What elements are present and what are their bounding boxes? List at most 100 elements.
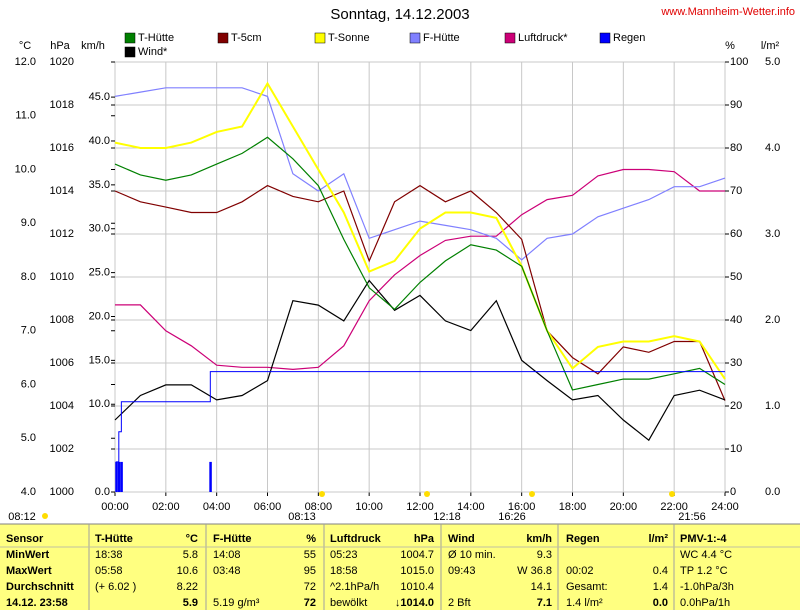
time-annotation: 08:12 (8, 511, 36, 523)
table-header-unit: % (306, 533, 316, 545)
y-tick-label: 2.0 (765, 314, 780, 326)
legend-swatch (124, 46, 136, 58)
axis-unit: hPa (50, 40, 70, 52)
table-cell-value: 1010.4 (400, 581, 434, 593)
table-cell-value: 8.22 (177, 581, 198, 593)
x-tick-label: 14:00 (457, 501, 485, 513)
table-cell-value: 9.3 (537, 549, 552, 561)
y-tick-label: 0.0 (765, 486, 780, 498)
table-cell-value: 72 (304, 597, 316, 609)
table-header: Regen (566, 533, 600, 545)
x-tick-label: 24:00 (711, 501, 739, 513)
x-tick-label: 00:00 (101, 501, 129, 513)
table-cell-label: 18:38 (95, 549, 123, 561)
y-tick-label: 4.0 (765, 142, 780, 154)
table-cell-label: bewölkt (330, 597, 367, 609)
table-cell-label: 00:02 (566, 565, 594, 577)
legend-swatch (504, 32, 516, 44)
table-cell-value: 1.4 (653, 581, 668, 593)
x-tick-label: 06:00 (254, 501, 282, 513)
y-tick-label: 1006 (50, 357, 74, 369)
y-tick-label: 1010 (50, 271, 74, 283)
y-tick-label: 12.0 (15, 56, 36, 68)
y-tick-label: 30 (730, 357, 742, 369)
y-tick-label: 3.0 (765, 228, 780, 240)
y-tick-label: 5.0 (21, 432, 36, 444)
series-line (114, 279, 726, 442)
table-cell-value: 95 (304, 565, 316, 577)
table-cell-label: 03:48 (213, 565, 241, 577)
table-header-unit: l/m² (648, 533, 668, 545)
y-tick-label: 1.0 (765, 400, 780, 412)
table-cell-value: 72 (304, 581, 316, 593)
sun-marker (42, 513, 48, 519)
table-cell-value: 10.6 (177, 565, 198, 577)
table-header: Luftdruck (330, 533, 382, 545)
series-line (114, 87, 726, 261)
legend-label: T-5cm (231, 32, 262, 44)
table-cell: 0.0hPa/1h (680, 597, 730, 609)
y-tick-label: 1004 (50, 400, 74, 412)
series-line (114, 184, 726, 401)
table-header: F-Hütte (213, 533, 252, 545)
y-tick-label: 8.0 (21, 271, 36, 283)
table-cell: WC 4.4 °C (680, 549, 732, 561)
y-tick-label: 90 (730, 99, 742, 111)
legend-swatch (124, 32, 136, 44)
table-cell-label: 14:08 (213, 549, 241, 561)
legend-label: Luftdruck* (518, 32, 568, 44)
table-header-unit: hPa (414, 533, 435, 545)
legend-label: Wind* (138, 46, 168, 58)
y-tick-label: 1002 (50, 443, 74, 455)
table-cell-value: 7.1 (537, 597, 552, 609)
legend-label: T-Hütte (138, 32, 174, 44)
rain-bar (209, 461, 212, 492)
y-tick-label: 80 (730, 142, 742, 154)
y-tick-label: 4.0 (21, 486, 36, 498)
time-annotation: 08:13 (288, 511, 316, 523)
x-tick-label: 22:00 (660, 501, 688, 513)
table-cell-label: 05:23 (330, 549, 358, 561)
table-cell-label: 2 Bft (448, 597, 471, 609)
table-cell-value: 0.0 (653, 597, 668, 609)
y-tick-label: 1008 (50, 314, 74, 326)
y-tick-label: 0 (730, 486, 736, 498)
x-tick-label: 12:00 (406, 501, 434, 513)
table-cell-label: ^2.1hPa/h (330, 581, 379, 593)
sun-marker (669, 491, 675, 497)
source-link: www.Mannheim-Wetter.info (660, 6, 795, 18)
x-tick-label: 20:00 (610, 501, 638, 513)
y-tick-label: 40.0 (89, 135, 110, 147)
legend-swatch (599, 32, 611, 44)
y-tick-label: 30.0 (89, 223, 110, 235)
y-tick-label: 100 (730, 56, 748, 68)
y-tick-label: 11.0 (15, 110, 36, 122)
table-cell-value: 5.8 (183, 549, 198, 561)
table-cell: TP 1.2 °C (680, 565, 728, 577)
legend-label: Regen (613, 32, 645, 44)
y-tick-label: 6.0 (21, 378, 36, 390)
table-header-unit: °C (186, 533, 198, 545)
y-tick-label: 1012 (50, 228, 74, 240)
y-tick-label: 10 (730, 443, 742, 455)
y-tick-label: 1000 (50, 486, 74, 498)
y-tick-label: 10.0 (89, 398, 110, 410)
axis-unit: l/m² (761, 40, 780, 52)
legend-swatch (409, 32, 421, 44)
rain-bar (117, 461, 121, 492)
y-tick-label: 0.0 (95, 486, 110, 498)
rain-sum-line (115, 371, 725, 492)
table-header: T-Hütte (95, 533, 133, 545)
sun-marker (529, 491, 535, 497)
legend-label: T-Sonne (328, 32, 370, 44)
sun-marker (319, 491, 325, 497)
y-tick-label: 50 (730, 271, 742, 283)
axis-unit: km/h (81, 40, 105, 52)
table-cell-value: ↓1014.0 (395, 597, 434, 609)
table-cell-label: 1.4 l/m² (566, 597, 603, 609)
y-tick-label: 25.0 (89, 267, 110, 279)
table-cell: MinWert (6, 549, 50, 561)
table-cell-value: 0.4 (653, 565, 668, 577)
table-cell: Durchschnitt (6, 581, 74, 593)
